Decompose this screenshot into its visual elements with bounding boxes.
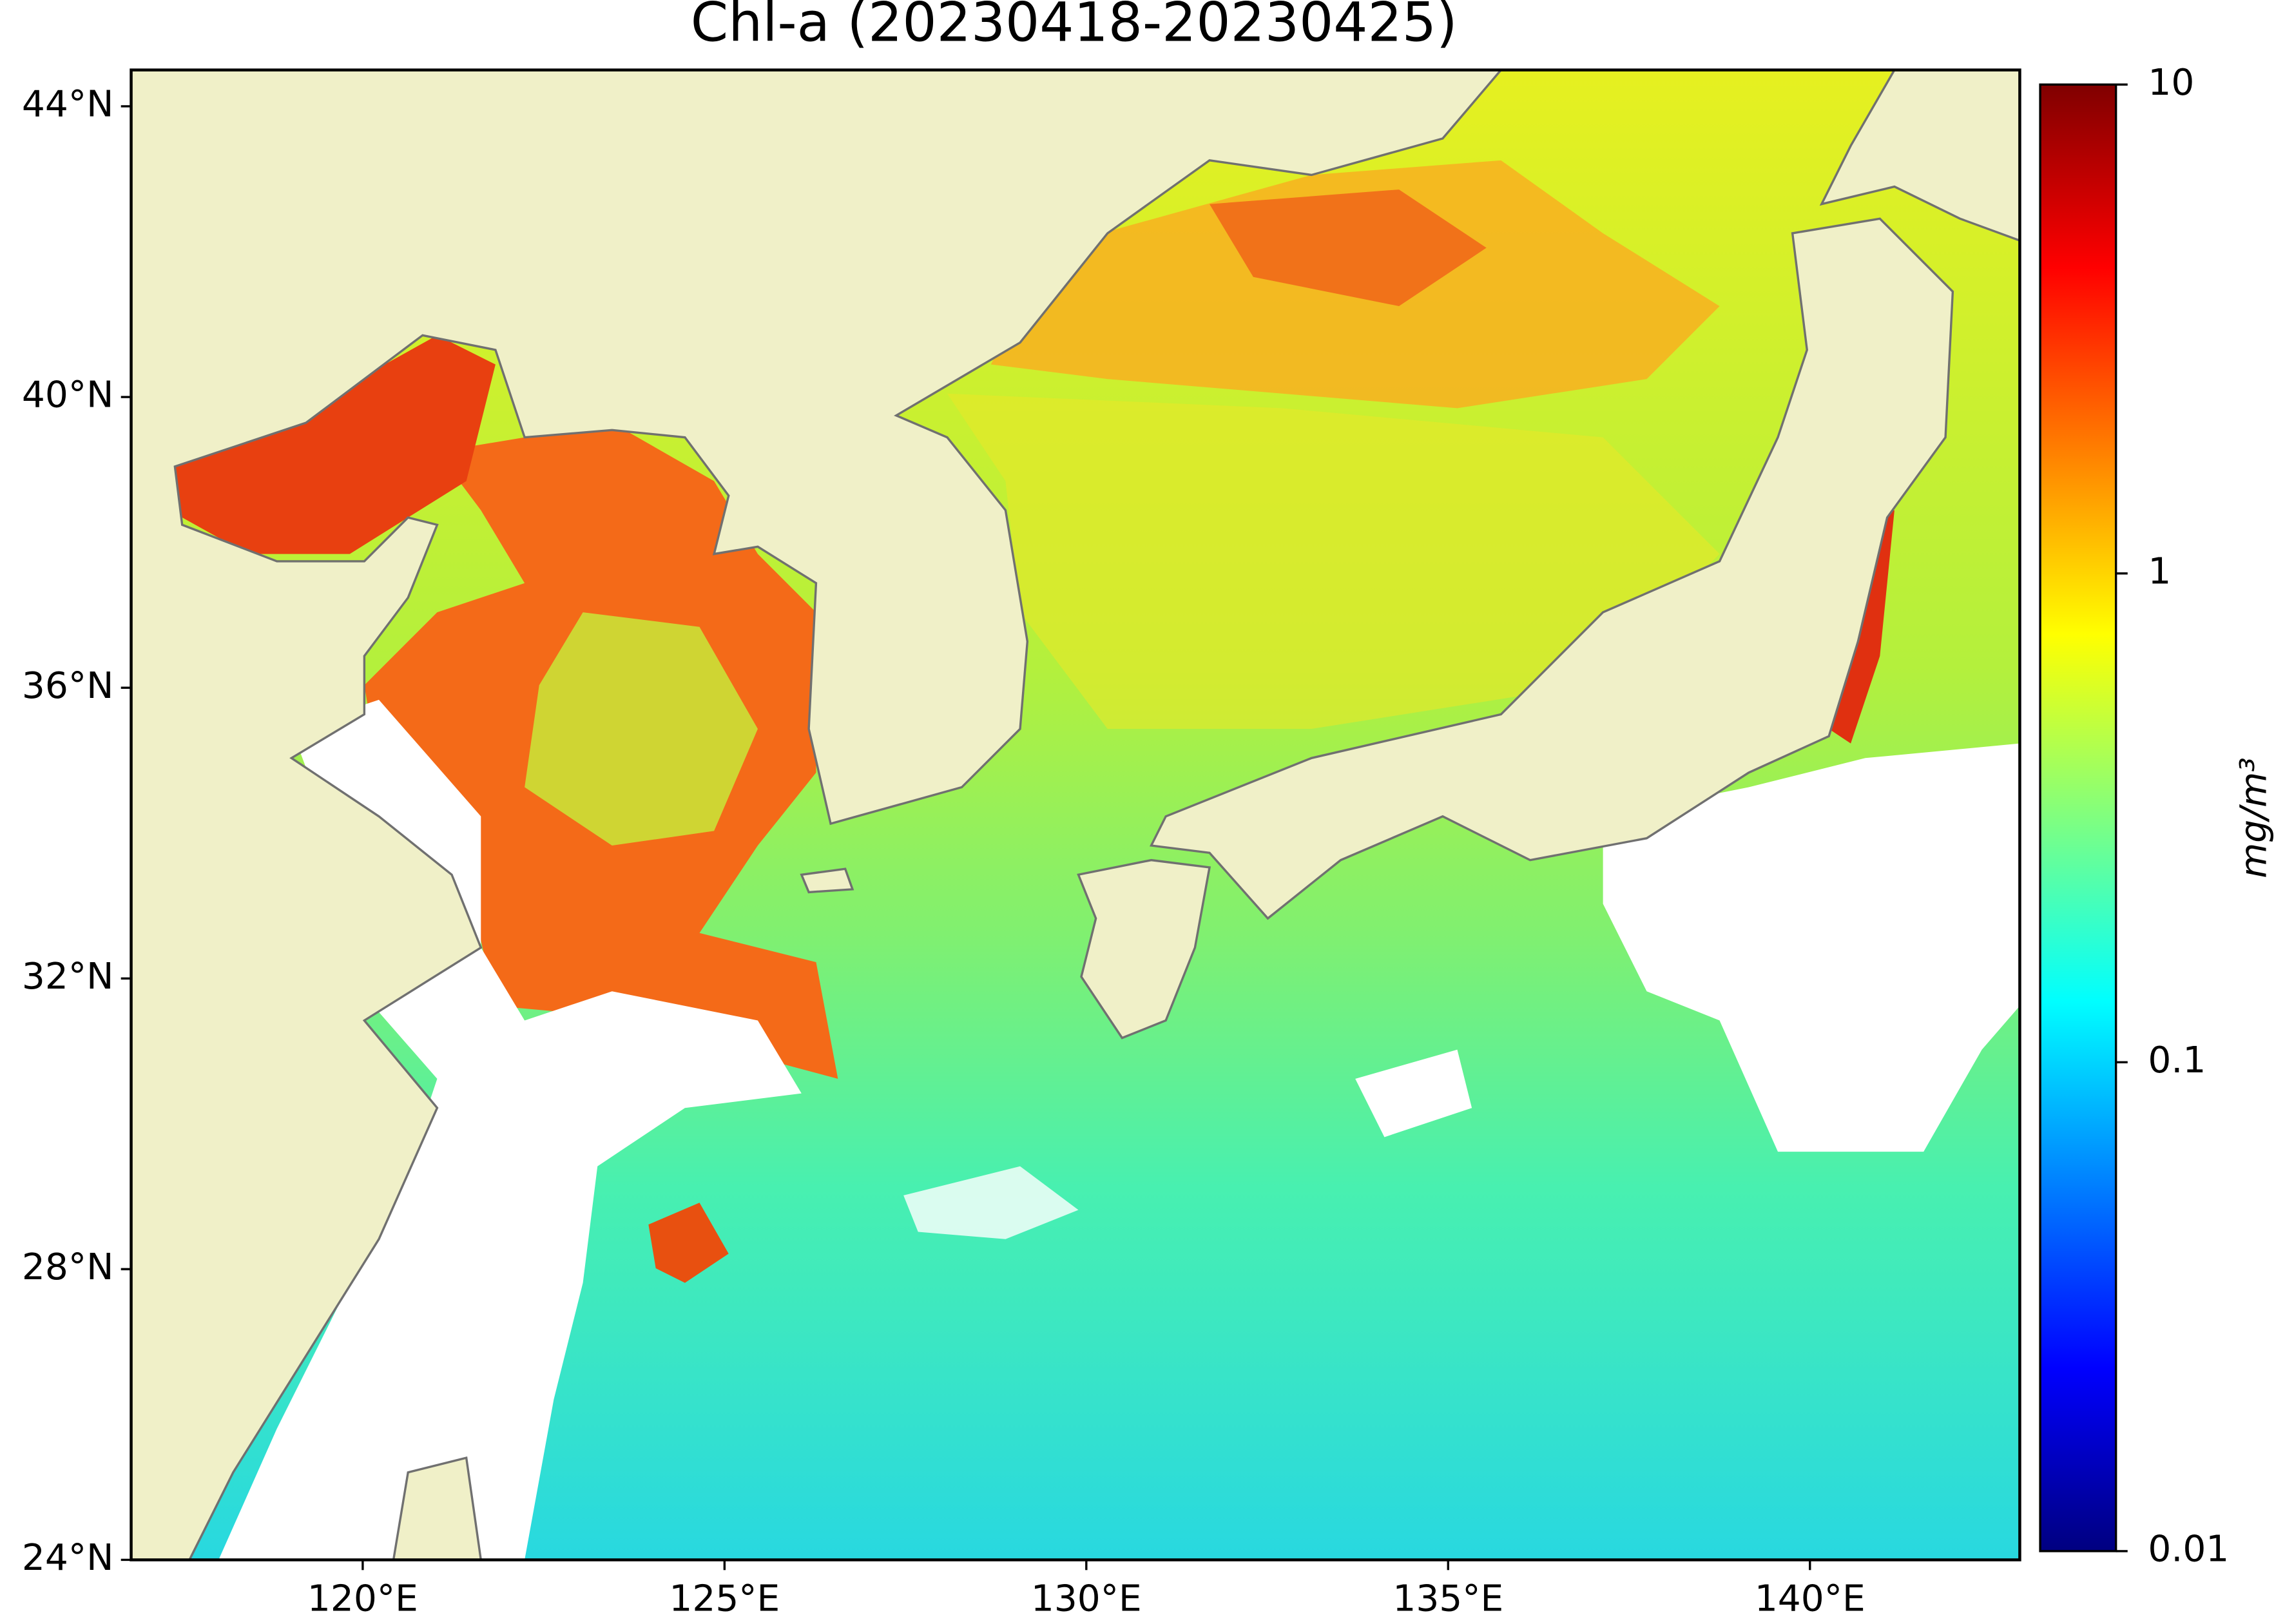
x-tick-label: 125°E bbox=[669, 1578, 780, 1619]
taiwan bbox=[392, 1456, 483, 1560]
colorbar-tick-label: 1 bbox=[2148, 550, 2171, 592]
x-tick-label: 140°E bbox=[1755, 1578, 1866, 1619]
hokkaido bbox=[1819, 70, 2020, 242]
high-chl bbox=[175, 335, 496, 554]
colorbar-label: mg/m³ bbox=[2233, 757, 2275, 878]
high-chl bbox=[1210, 189, 1487, 307]
chart-title: Chl-a (20230418-20230425) bbox=[691, 0, 1458, 54]
mid-chl bbox=[525, 612, 758, 846]
x-tick-label: 120°E bbox=[307, 1578, 418, 1619]
honshu bbox=[1149, 217, 1954, 920]
no-data bbox=[903, 1166, 1079, 1239]
y-tick-label: 36°N bbox=[22, 665, 113, 707]
no-data bbox=[1603, 743, 2020, 1152]
high-chl bbox=[648, 1203, 729, 1283]
map-area bbox=[131, 70, 2020, 1560]
y-tick-label: 40°N bbox=[22, 374, 113, 416]
x-tick-label: 130°E bbox=[1031, 1578, 1142, 1619]
land bbox=[131, 70, 2020, 1560]
y-tick-label: 28°N bbox=[22, 1246, 113, 1288]
colorbar bbox=[2039, 83, 2117, 1552]
x-tick-label: 135°E bbox=[1393, 1578, 1503, 1619]
jeju bbox=[800, 867, 854, 894]
map-frame bbox=[130, 68, 2021, 1561]
y-tick-label: 44°N bbox=[22, 84, 113, 126]
colorbar-tick-label: 10 bbox=[2148, 62, 2194, 104]
mid-chl bbox=[947, 393, 1720, 730]
kyushu bbox=[1077, 858, 1211, 1039]
colorbar-tick-label: 0.01 bbox=[2148, 1529, 2229, 1571]
colorbar-tick-label: 0.1 bbox=[2148, 1039, 2206, 1081]
no-data bbox=[1355, 1049, 1472, 1137]
y-tick-label: 24°N bbox=[22, 1537, 113, 1579]
y-tick-label: 32°N bbox=[22, 956, 113, 998]
continent bbox=[131, 70, 1503, 1560]
